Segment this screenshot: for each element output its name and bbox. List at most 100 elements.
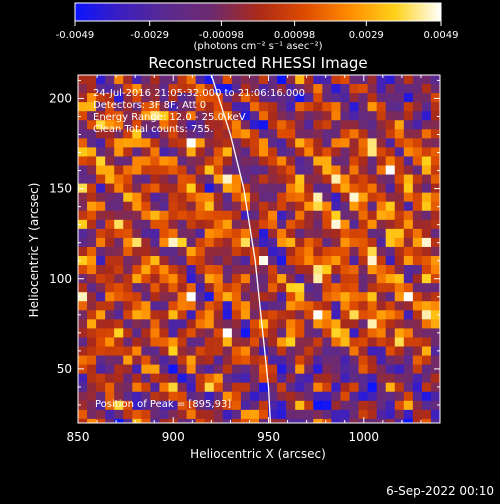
heatmap-cell <box>105 129 115 139</box>
heatmap-cell <box>259 192 269 203</box>
heatmap-cell <box>204 183 215 194</box>
heatmap-cell <box>213 400 224 411</box>
heatmap-cell <box>367 84 378 94</box>
heatmap-cell <box>367 283 378 293</box>
heatmap-cell <box>141 75 151 85</box>
heatmap-cell <box>394 346 405 356</box>
heatmap-cell <box>322 147 332 157</box>
heatmap-cell <box>268 391 278 402</box>
heatmap-cell <box>213 319 224 329</box>
heatmap-cell <box>394 84 405 94</box>
heatmap-cell <box>195 409 206 420</box>
heatmap-cell <box>87 93 97 103</box>
heatmap-cell <box>78 409 88 420</box>
heatmap-cell <box>96 138 106 148</box>
heatmap-cell <box>105 373 115 384</box>
heatmap-cell <box>78 210 88 221</box>
heatmap-cell <box>286 165 296 175</box>
heatmap-cell <box>186 328 197 338</box>
heatmap-cell <box>78 400 88 411</box>
heatmap-cell <box>105 201 115 212</box>
heatmap-cell <box>277 364 287 375</box>
heatmap-cell <box>96 364 106 375</box>
heatmap-cell <box>141 147 151 157</box>
heatmap-cell <box>177 138 187 148</box>
heatmap-cell <box>78 84 88 94</box>
heatmap-cell <box>159 129 169 139</box>
heatmap-cell <box>204 138 215 148</box>
heatmap-cell <box>331 382 341 393</box>
heatmap-cell <box>421 120 432 130</box>
heatmap-cell <box>123 400 133 411</box>
heatmap-cell <box>177 75 187 85</box>
heatmap-cell <box>421 165 432 175</box>
heatmap-cell <box>358 400 368 411</box>
heatmap-cell <box>105 283 115 293</box>
heatmap-cell <box>141 129 151 139</box>
heatmap-cell <box>132 400 142 411</box>
heatmap-cell <box>358 156 368 166</box>
heatmap-cell <box>286 274 296 284</box>
heatmap-cell <box>204 373 215 384</box>
heatmap-cell <box>430 283 440 293</box>
heatmap-cell <box>331 400 341 411</box>
heatmap-cell <box>349 391 359 402</box>
heatmap-cell <box>421 129 432 139</box>
heatmap-cell <box>159 138 169 148</box>
heatmap-cell <box>430 265 440 275</box>
heatmap-cell <box>259 165 269 175</box>
heatmap-cell <box>87 355 97 365</box>
heatmap-cell <box>322 301 332 311</box>
heatmap-cell <box>295 174 305 184</box>
heatmap-cell <box>385 138 396 148</box>
heatmap-cell <box>304 75 314 85</box>
heatmap-cell <box>376 183 387 194</box>
heatmap-cell <box>268 328 278 338</box>
heatmap-cell <box>123 147 133 157</box>
heatmap-cell <box>78 301 88 311</box>
heatmap-cell <box>249 174 260 184</box>
heatmap-cell <box>313 219 323 230</box>
plot-frame <box>77 74 441 424</box>
heatmap-cell <box>412 165 423 175</box>
heatmap-cell <box>304 283 314 293</box>
heatmap-cell <box>286 183 296 194</box>
heatmap-cell <box>222 301 233 311</box>
heatmap-cell <box>177 319 187 329</box>
heatmap-cell <box>331 156 341 166</box>
heatmap-cell <box>249 328 260 338</box>
heatmap-cell <box>376 346 387 356</box>
heatmap-cell <box>222 102 233 112</box>
heatmap-cell <box>123 75 133 85</box>
heatmap-cell <box>412 237 423 248</box>
heatmap-cell <box>87 174 97 184</box>
heatmap-cell <box>150 129 160 139</box>
heatmap-cell <box>168 409 178 420</box>
heatmap-cell <box>295 147 305 157</box>
heatmap-cell <box>186 219 197 230</box>
heatmap-cell <box>123 409 133 420</box>
heatmap-cell <box>358 219 368 230</box>
heatmap-cell <box>268 355 278 365</box>
heatmap-cell <box>150 373 160 384</box>
heatmap-cell <box>186 256 197 266</box>
heatmap-cell <box>268 174 278 184</box>
heatmap-cell <box>277 84 287 94</box>
heatmap-cell <box>240 210 251 221</box>
peak-position-label: Position of Peak = [895,93] <box>95 399 231 410</box>
heatmap-cell <box>385 373 396 384</box>
heatmap-cell <box>403 301 414 311</box>
heatmap-cell <box>385 129 396 139</box>
heatmap-cell <box>304 111 314 121</box>
heatmap-cell <box>403 418 414 423</box>
heatmap-cell <box>213 391 224 402</box>
heatmap-cell <box>249 183 260 194</box>
heatmap-cell <box>295 409 305 420</box>
heatmap-cell <box>367 165 378 175</box>
heatmap-cell <box>96 409 106 420</box>
heatmap-cell <box>123 246 133 257</box>
heatmap-cell <box>340 391 350 402</box>
heatmap-cell <box>177 183 187 194</box>
heatmap-cell <box>286 120 296 130</box>
heatmap-cell <box>268 129 278 139</box>
